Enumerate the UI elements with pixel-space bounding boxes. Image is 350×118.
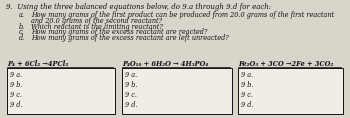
Text: 9 b.: 9 b. xyxy=(241,81,253,89)
Text: a.: a. xyxy=(19,11,25,19)
Text: d.: d. xyxy=(19,34,25,42)
Text: c.: c. xyxy=(19,28,25,36)
Text: P₄O₁₀ + 6H₂O → 4H₃PO₄: P₄O₁₀ + 6H₂O → 4H₃PO₄ xyxy=(122,60,208,68)
Text: and 20.0 grams of the second reactant?: and 20.0 grams of the second reactant? xyxy=(31,17,162,25)
Text: 9 b.: 9 b. xyxy=(125,81,138,89)
Text: 9.  Using the three balanced equations below, do 9.a through 9.d for each:: 9. Using the three balanced equations be… xyxy=(6,3,271,11)
Text: 9 a.: 9 a. xyxy=(241,71,253,79)
Text: 9 c.: 9 c. xyxy=(241,91,253,99)
Text: 9 d.: 9 d. xyxy=(241,101,253,109)
Text: How many grams of the excess reactant are reacted?: How many grams of the excess reactant ar… xyxy=(31,28,207,36)
Text: 9 c.: 9 c. xyxy=(125,91,137,99)
Text: 9 b.: 9 b. xyxy=(10,81,22,89)
Text: 9 c.: 9 c. xyxy=(10,91,22,99)
Text: 9 a.: 9 a. xyxy=(125,71,137,79)
Text: Which reactant is the limiting reactant?: Which reactant is the limiting reactant? xyxy=(31,23,163,31)
Text: b.: b. xyxy=(19,23,25,31)
Text: How many grams of the excess reactant are left unreacted?: How many grams of the excess reactant ar… xyxy=(31,34,229,42)
Text: How many grams of the first product can be produced from 20.0 grams of the first: How many grams of the first product can … xyxy=(31,11,334,19)
FancyBboxPatch shape xyxy=(7,68,115,114)
FancyBboxPatch shape xyxy=(238,68,343,114)
Text: P₄ + 6Cl₂ →4PCl₃: P₄ + 6Cl₂ →4PCl₃ xyxy=(7,60,68,68)
FancyBboxPatch shape xyxy=(122,68,232,114)
Text: 9 d.: 9 d. xyxy=(125,101,138,109)
Text: 9 a.: 9 a. xyxy=(10,71,22,79)
Text: 9 d.: 9 d. xyxy=(10,101,22,109)
Text: Fe₂O₃ + 3CO →2Fe + 3CO₂: Fe₂O₃ + 3CO →2Fe + 3CO₂ xyxy=(238,60,333,68)
